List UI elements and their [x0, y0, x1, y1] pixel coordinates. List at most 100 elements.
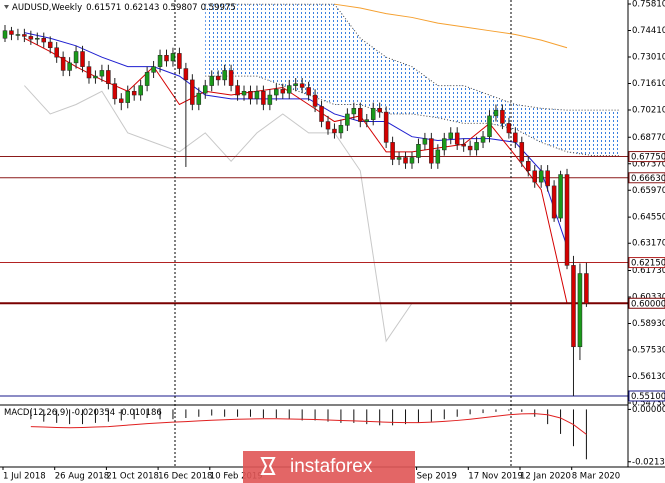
indicator-line: [334, 3, 568, 49]
candle-body: [106, 70, 111, 84]
candle-body: [403, 157, 408, 164]
symbol: AUDUSD,Weekly: [12, 3, 82, 13]
y-tick-label: 0.61730: [632, 266, 665, 276]
close-value: 0.59975: [201, 3, 236, 13]
candle-body: [60, 56, 66, 71]
candle-body: [454, 132, 460, 145]
candle-body: [125, 91, 130, 103]
candle-body: [370, 108, 376, 120]
watermark: instaforex: [243, 451, 415, 483]
candle-body: [383, 111, 389, 143]
candle-body: [112, 83, 118, 100]
candle-body: [435, 149, 441, 164]
x-tick-label: 12 Jan 2020: [520, 472, 571, 482]
candle-body: [526, 161, 531, 172]
candle-body: [261, 91, 266, 105]
candle-body: [190, 79, 195, 105]
watermark-logo: [260, 457, 276, 475]
x-tick-label: Sep 2019: [417, 472, 457, 482]
candle-body: [248, 91, 253, 100]
candle-body: [222, 70, 227, 81]
candle-body: [54, 47, 59, 58]
y-tick-label: 0.54730: [632, 399, 665, 409]
open-value: 0.61571: [86, 3, 121, 13]
y-tick-label: 0.56130: [632, 372, 665, 382]
watermark-box: [243, 451, 415, 483]
candle-body: [235, 85, 240, 96]
candle-body: [73, 51, 79, 64]
candle-body: [157, 55, 163, 67]
candle-body: [448, 132, 453, 139]
candle-body: [170, 53, 176, 62]
candle-body: [345, 113, 350, 126]
macd-label: MACD(12,26,9): [4, 408, 69, 418]
candle-body: [15, 34, 21, 36]
candle-body: [551, 185, 557, 219]
candle-body: [564, 174, 570, 266]
candle-body: [164, 55, 169, 62]
candle-body: [215, 75, 221, 81]
candle-body: [364, 119, 370, 122]
y-tick-label: 0.71610: [632, 79, 665, 89]
candle-body: [358, 108, 363, 122]
candle-body: [409, 157, 415, 164]
y-tick-label: 0.68770: [632, 133, 665, 143]
candle-body: [377, 108, 382, 113]
candle-body: [35, 38, 40, 40]
candle-body: [429, 138, 434, 164]
x-tick-label: 16 Dec 2018: [158, 472, 212, 482]
candle-body: [183, 68, 189, 81]
candle-body: [99, 70, 105, 77]
candle-body: [286, 85, 292, 94]
macd-value: -0.020354: [72, 408, 116, 418]
candle-body: [571, 265, 576, 348]
y-tick-label: 0.67370: [632, 159, 665, 169]
level-label-box: [628, 151, 665, 163]
y-tick-label: 0.65970: [632, 186, 665, 196]
candle-body: [293, 83, 298, 86]
candle-body: [493, 109, 499, 117]
macd-header: MACD(12,26,9) -0.020354 -0.010186: [4, 408, 162, 418]
candle-body: [306, 87, 311, 96]
header-icon: [4, 5, 9, 9]
candle-body: [80, 51, 85, 67]
macd-tick-label: 0.000000: [632, 405, 665, 415]
candle-body: [274, 89, 279, 96]
candle-body: [506, 123, 512, 134]
x-tick-label: 10 Feb 2019: [210, 472, 263, 482]
candle-body: [513, 132, 518, 143]
candle-body: [2, 30, 8, 39]
y-tick-label: 0.63170: [632, 239, 665, 249]
macd-signal: [30, 413, 587, 435]
candle-body: [351, 108, 357, 115]
candle-body: [532, 170, 537, 183]
candle-body: [396, 157, 402, 160]
indicator-line: [24, 85, 413, 343]
level-label-box: [628, 172, 665, 184]
low-value: 0.59807: [162, 3, 197, 13]
y-tick-label: 0.73010: [632, 52, 665, 62]
candle-body: [299, 83, 305, 88]
candle-body: [9, 30, 14, 35]
candle-body: [86, 66, 92, 79]
y-tick-label: 0.58930: [632, 319, 665, 329]
candle-body: [442, 138, 447, 151]
signal-value: -0.010186: [118, 408, 162, 418]
level-label: 0.67750: [631, 153, 665, 163]
candle-body: [28, 36, 34, 40]
candle-body: [422, 138, 428, 145]
plot-area: [0, 3, 628, 460]
watermark-text: instaforex: [290, 456, 373, 477]
candle-body: [319, 106, 324, 122]
x-tick-label: 17 Nov 2019: [468, 472, 522, 482]
candle-body: [545, 170, 550, 187]
x-tick-label: 21 Oct 2018: [106, 472, 159, 482]
high-value: 0.62143: [124, 3, 159, 13]
x-tick-label: 1 Jul 2018: [3, 472, 46, 482]
candle-body: [241, 91, 247, 96]
x-tick-label: 8 Mar 2020: [572, 472, 620, 482]
level-label-box: [628, 297, 665, 309]
candle-body: [254, 91, 260, 100]
candle-body: [480, 136, 486, 143]
